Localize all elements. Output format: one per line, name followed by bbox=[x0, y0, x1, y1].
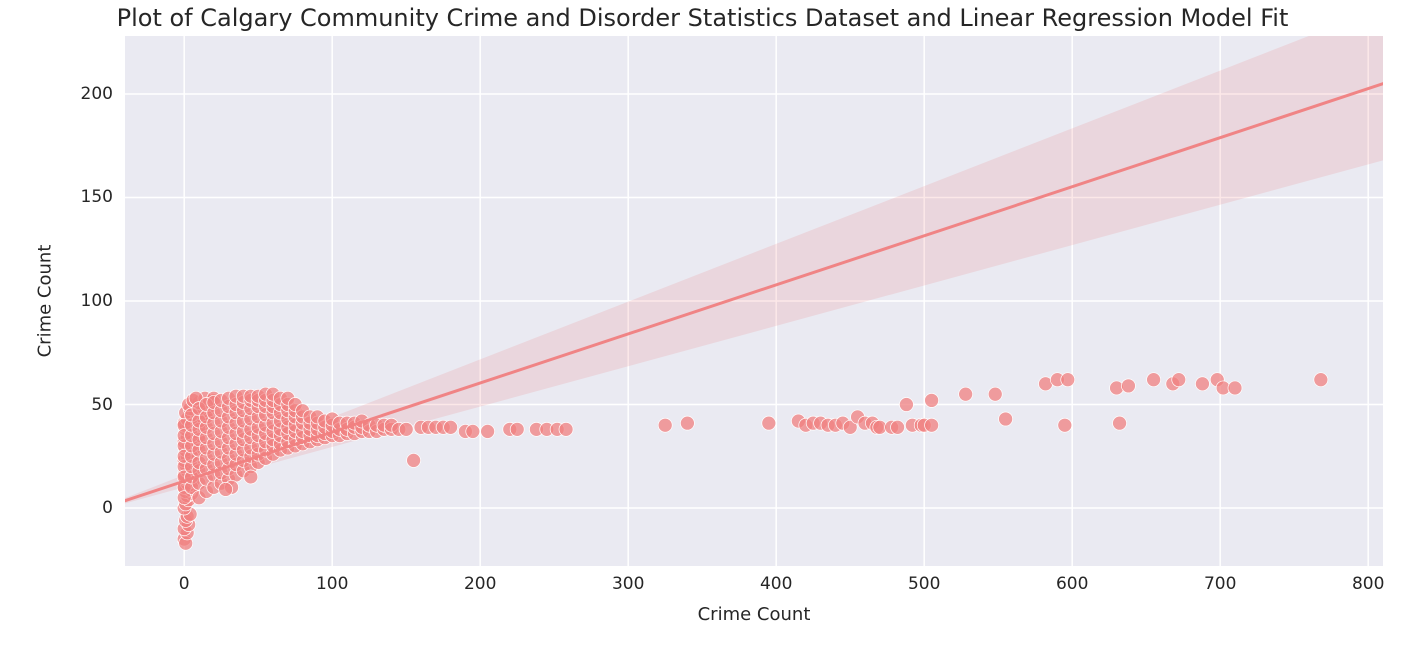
scatter-point bbox=[399, 422, 413, 436]
x-tick-label: 400 bbox=[760, 574, 792, 594]
scatter-point bbox=[959, 387, 973, 401]
scatter-point bbox=[762, 416, 776, 430]
chart-title: Plot of Calgary Community Crime and Diso… bbox=[0, 4, 1405, 32]
plot-area bbox=[125, 36, 1383, 566]
y-tick-label: 50 bbox=[91, 395, 113, 415]
scatter-point bbox=[1172, 373, 1186, 387]
scatter-point bbox=[1314, 373, 1328, 387]
y-axis-label: Crime Count bbox=[35, 245, 56, 358]
scatter-point bbox=[407, 453, 421, 467]
scatter-point bbox=[891, 420, 905, 434]
y-tick-label: 0 bbox=[102, 498, 113, 518]
scatter-point bbox=[1061, 373, 1075, 387]
scatter-point bbox=[219, 482, 233, 496]
scatter-point bbox=[658, 418, 672, 432]
scatter-point bbox=[1147, 373, 1161, 387]
x-tick-label: 700 bbox=[1204, 574, 1236, 594]
x-axis-label: Crime Count bbox=[698, 604, 811, 625]
scatter-point bbox=[481, 424, 495, 438]
x-tick-label: 600 bbox=[1056, 574, 1088, 594]
scatter-point bbox=[925, 418, 939, 432]
scatter-point bbox=[899, 398, 913, 412]
scatter-point bbox=[1058, 418, 1072, 432]
x-tick-label: 200 bbox=[464, 574, 496, 594]
figure: Plot of Calgary Community Crime and Diso… bbox=[0, 0, 1405, 650]
scatter-point bbox=[244, 470, 258, 484]
scatter-point bbox=[466, 424, 480, 438]
x-tick-label: 500 bbox=[908, 574, 940, 594]
scatter-point bbox=[925, 393, 939, 407]
x-tick-label: 300 bbox=[612, 574, 644, 594]
scatter-point bbox=[1121, 379, 1135, 393]
x-tick-label: 0 bbox=[179, 574, 190, 594]
scatter-point bbox=[559, 422, 573, 436]
scatter-point bbox=[999, 412, 1013, 426]
scatter-point bbox=[1113, 416, 1127, 430]
y-tick-label: 100 bbox=[81, 291, 113, 311]
scatter-point bbox=[444, 420, 458, 434]
x-tick-label: 800 bbox=[1352, 574, 1384, 594]
y-tick-label: 150 bbox=[81, 187, 113, 207]
scatter-point bbox=[680, 416, 694, 430]
scatter-point bbox=[510, 422, 524, 436]
scatter-point bbox=[988, 387, 1002, 401]
x-tick-label: 100 bbox=[316, 574, 348, 594]
y-tick-label: 200 bbox=[81, 84, 113, 104]
scatter-point bbox=[1195, 377, 1209, 391]
scatter-point bbox=[1228, 381, 1242, 395]
